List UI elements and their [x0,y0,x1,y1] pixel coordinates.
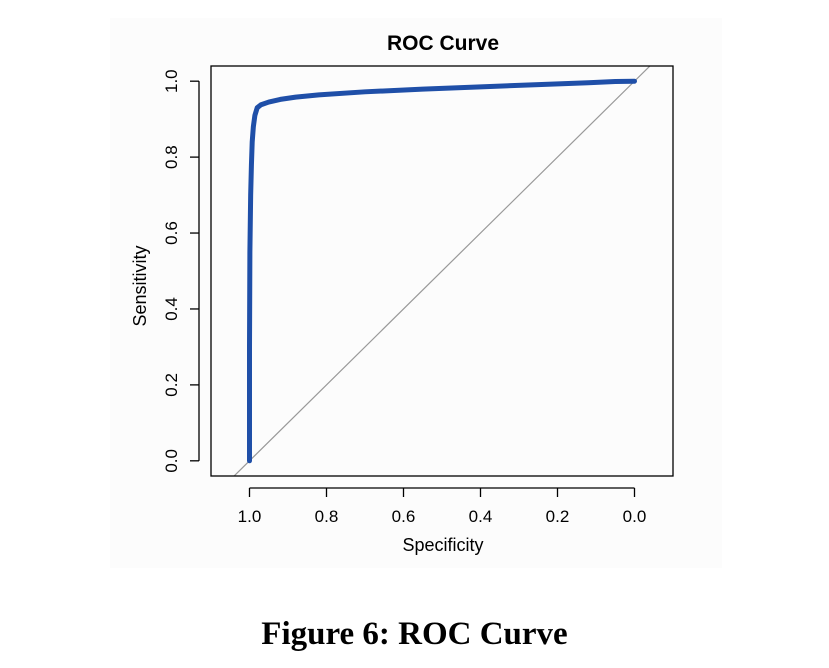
plot-area [210,65,674,477]
x-tick-label: 0.6 [392,507,416,526]
y-tick-label: 0.8 [162,145,181,169]
y-tick-label: 0.2 [162,373,181,397]
x-tick-label: 0.8 [315,507,339,526]
x-tick-label: 0.4 [469,507,493,526]
y-tick-label: 0.0 [162,449,181,473]
x-axis-label: Specificity [402,535,483,555]
series-group [233,66,651,476]
y-tick-label: 1.0 [162,69,181,93]
x-axis: 1.0 0.8 0.6 0.4 0.2 0.0 [238,487,647,526]
plot-border [210,65,674,477]
plot-panel: 1.0 0.8 0.6 0.4 0.2 0.0 0.0 0.2 0.4 0.6 0.8 1.0 RO… [110,18,722,568]
x-tick-label: 0.2 [546,507,570,526]
y-tick-label: 0.4 [162,297,181,321]
chart-title: ROC Curve [387,32,499,55]
x-tick-label: 0.0 [623,507,647,526]
roc-chart: 1.0 0.8 0.6 0.4 0.2 0.0 0.0 0.2 0.4 0.6 0.8 1.0 RO… [130,32,674,555]
roc-curve-line [247,78,637,464]
y-axis-label: Sensitivity [130,245,150,326]
x-tick-label: 1.0 [238,507,262,526]
figure-caption: Figure 6: ROC Curve [261,616,568,652]
y-tick-label: 0.6 [162,221,181,245]
y-axis: 0.0 0.2 0.4 0.6 0.8 1.0 [162,69,200,473]
chance-diagonal-line [233,66,651,476]
